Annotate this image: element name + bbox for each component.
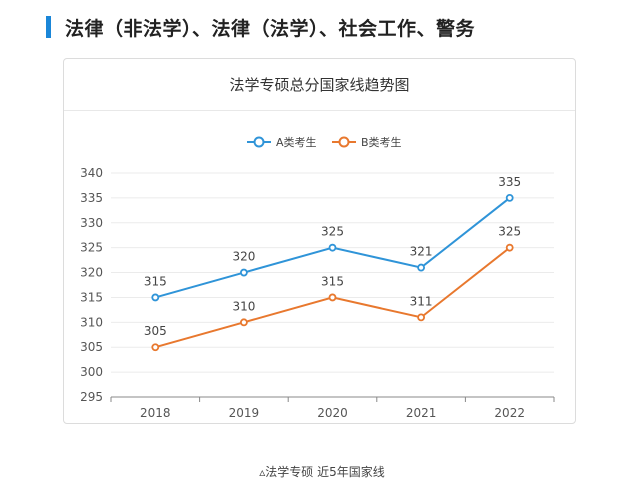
y-tick-label: 340 [80, 166, 103, 180]
data-point [151, 343, 160, 352]
legend-marker [338, 136, 350, 148]
data-point [505, 193, 514, 202]
y-tick-label: 300 [80, 365, 103, 379]
chart-title: 法学专硕总分国家线趋势图 [64, 59, 575, 111]
chart-card: 法学专硕总分国家线趋势图 295 300 305 310 315 320 325 330 335… [63, 58, 576, 424]
data-point [417, 313, 426, 322]
x-tick-label: 2019 [229, 406, 260, 420]
y-tick-label: 330 [80, 216, 103, 230]
section-heading: 法律（非法学）、法律（法学）、社会工作、警务 [46, 14, 475, 40]
data-label: 315 [144, 274, 167, 288]
y-tick-label: 310 [80, 315, 103, 329]
data-point [328, 243, 337, 252]
image-caption: ▵法学专硕 近5年国家线 [259, 465, 385, 479]
y-tick-label: 295 [80, 390, 103, 404]
data-label: 310 [232, 299, 255, 313]
x-tick-label: 2021 [406, 406, 437, 420]
line-chart: 295 300 305 310 315 320 325 330 335 340 2018 2019 20… [80, 135, 555, 420]
data-label: 325 [498, 225, 521, 239]
y-tick-label: 335 [80, 191, 103, 205]
data-label: 325 [321, 225, 344, 239]
data-point [328, 293, 337, 302]
y-tick-label: 325 [80, 241, 103, 255]
legend-label: B类考生 [361, 135, 402, 149]
data-label: 335 [498, 175, 521, 189]
x-tick-label: 2018 [140, 406, 171, 420]
heading-text: 法律（非法学）、法律（法学）、社会工作、警务 [65, 17, 476, 40]
y-tick-label: 315 [80, 290, 103, 304]
legend-label: A类考生 [276, 135, 317, 149]
data-label: 311 [410, 294, 433, 308]
heading-accent-bar [46, 16, 51, 38]
legend-marker [253, 136, 265, 148]
data-label: 321 [410, 245, 433, 259]
x-tick-label: 2022 [494, 406, 525, 420]
data-point [239, 268, 248, 277]
y-tick-label: 305 [80, 340, 103, 354]
data-point [417, 263, 426, 272]
data-point [151, 293, 160, 302]
y-tick-label: 320 [80, 266, 103, 280]
data-label: 315 [321, 274, 344, 288]
data-point [239, 318, 248, 327]
data-label: 320 [232, 250, 255, 264]
x-tick-label: 2020 [317, 406, 348, 420]
data-point [505, 243, 514, 252]
data-label: 305 [144, 324, 167, 338]
